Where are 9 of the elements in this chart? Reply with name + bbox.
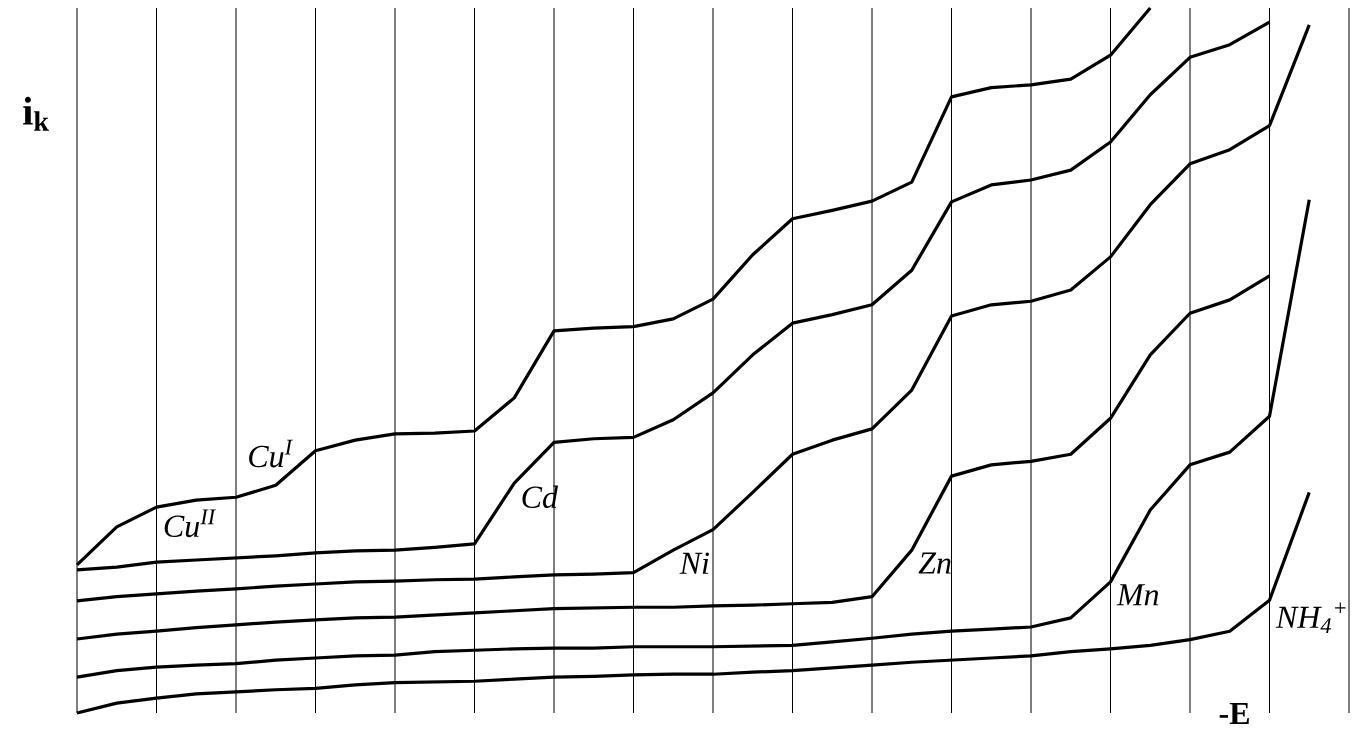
series-label: Mn <box>1116 584 1159 606</box>
series-label: Cd <box>522 485 559 509</box>
y-axis-title: i$_{k}$ <box>23 96 49 131</box>
annotation: Cu$^{I}$ <box>249 439 293 468</box>
series-label: NH$_{4}$+ <box>1275 602 1346 633</box>
x-axis-title: -E <box>1219 702 1249 724</box>
series-label: Ni <box>679 552 709 574</box>
series-label: Zn <box>918 552 951 574</box>
series-label: Cu$^{II}$ <box>164 509 217 538</box>
